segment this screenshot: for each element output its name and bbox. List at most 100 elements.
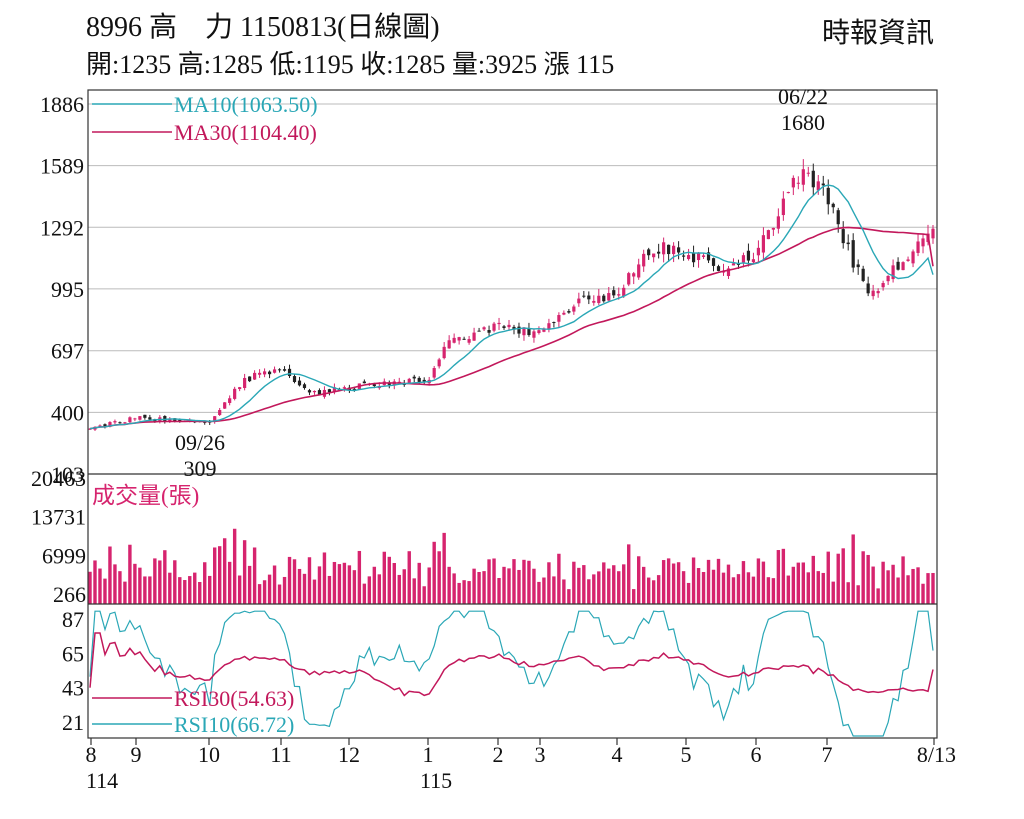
- candle: [801, 159, 805, 192]
- candle: [527, 322, 531, 337]
- candle: [497, 317, 501, 330]
- volume-bar: [128, 544, 132, 604]
- volume-bar: [701, 572, 706, 604]
- volume-bar: [886, 570, 890, 604]
- volume-bar: [861, 551, 865, 604]
- candle: [507, 319, 511, 331]
- price-tick-label: 697: [51, 339, 84, 364]
- candle: [213, 416, 217, 424]
- volume-bar: [208, 575, 212, 604]
- rsi-tick-label: 43: [62, 676, 84, 701]
- candle: [467, 335, 471, 345]
- volume-bar: [502, 566, 506, 604]
- ohlc-summary: 開:1235 高:1285 低:1195 收:1285 量:3925 漲 115: [86, 50, 615, 79]
- volume-bar: [816, 571, 820, 604]
- volume-bar: [562, 579, 566, 604]
- axis-labels: 1886158912929956974001032046313731699926…: [31, 84, 956, 793]
- candle: [542, 327, 546, 333]
- volume-bar: [781, 548, 786, 604]
- volume-bar: [522, 559, 526, 604]
- candle: [243, 373, 247, 391]
- candle: [637, 258, 641, 280]
- candle: [916, 234, 920, 257]
- candle: [751, 252, 756, 265]
- volume-bar: [302, 573, 307, 604]
- candle: [262, 368, 267, 378]
- volume-bar: [193, 572, 197, 604]
- volume-bar: [567, 589, 571, 604]
- candle: [387, 380, 391, 389]
- volume-bar: [696, 568, 701, 604]
- candle: [492, 321, 496, 333]
- volume-bar: [911, 568, 915, 604]
- volume-bar: [427, 567, 431, 604]
- candle: [557, 312, 561, 328]
- rsi-tick-label: 21: [62, 710, 84, 735]
- candle: [776, 208, 780, 234]
- candle: [302, 382, 307, 390]
- volume-bar: [347, 565, 352, 604]
- volume-bar: [741, 561, 746, 604]
- rsi30-line: [89, 632, 934, 697]
- month-label: 4: [612, 742, 623, 767]
- candle: [607, 286, 611, 303]
- volume-bar: [332, 561, 337, 604]
- candle: [791, 175, 795, 196]
- volume-bar: [651, 580, 656, 604]
- candle: [866, 276, 870, 297]
- candle: [218, 407, 222, 416]
- volume-bar: [926, 573, 930, 604]
- legend-label: RSI30(54.63): [174, 686, 294, 711]
- volume-bar: [731, 577, 736, 604]
- volume-bar: [896, 577, 900, 604]
- candle: [597, 288, 601, 306]
- volume-bar: [168, 572, 172, 604]
- price-tick-label: 1292: [40, 215, 84, 240]
- volume-bar: [746, 572, 751, 604]
- candle: [482, 326, 486, 331]
- month-label: 2: [493, 742, 504, 767]
- candle: [228, 395, 232, 406]
- candle: [552, 321, 556, 328]
- candle: [746, 243, 751, 267]
- volume-bar: [402, 569, 406, 604]
- candle: [741, 252, 746, 268]
- volume-bar: [681, 571, 686, 604]
- candle: [731, 258, 736, 266]
- volume-bar: [676, 562, 681, 604]
- volume-bar: [756, 558, 761, 604]
- candle: [891, 259, 895, 283]
- candle: [422, 377, 426, 385]
- volume-bar: [397, 574, 401, 604]
- candle: [412, 374, 416, 383]
- candle: [248, 376, 252, 383]
- volume-bar: [761, 561, 766, 604]
- volume-bar: [622, 564, 626, 604]
- volume-bar: [582, 565, 586, 604]
- candle: [522, 327, 526, 341]
- candle: [796, 176, 800, 190]
- legend-label: MA10(1063.50): [174, 92, 318, 117]
- volume-bar: [292, 559, 297, 604]
- volume-bar: [442, 532, 446, 604]
- volume-bar: [706, 559, 711, 604]
- candle: [701, 252, 706, 260]
- volume-bar: [801, 562, 806, 604]
- candle: [253, 370, 257, 381]
- chart-title: 8996 高 力 1150813(日線圖): [86, 12, 440, 43]
- candle: [118, 421, 122, 424]
- candle: [652, 253, 656, 263]
- volume-bar: [641, 566, 646, 604]
- candle: [272, 366, 277, 374]
- volume-bar: [671, 563, 676, 604]
- volume-bar: [222, 538, 227, 604]
- volume-bar: [507, 568, 511, 604]
- candle: [322, 386, 327, 399]
- volume-bar: [537, 581, 541, 604]
- candle: [362, 379, 366, 384]
- volume-bar: [856, 585, 860, 604]
- volume-bar: [597, 571, 601, 604]
- volume-bar: [666, 558, 671, 604]
- volume-bar: [826, 551, 830, 604]
- candle: [647, 247, 651, 260]
